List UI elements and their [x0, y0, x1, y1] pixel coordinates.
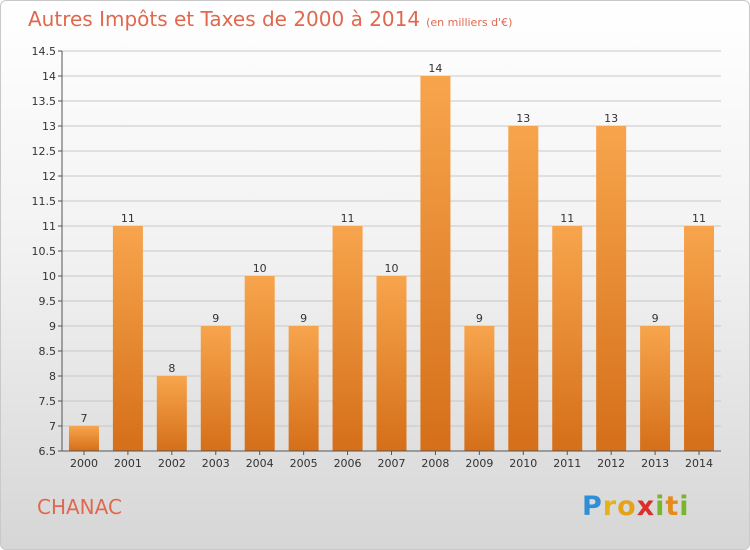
bar: [508, 126, 539, 451]
y-tick-label: 7.5: [39, 395, 57, 408]
y-tick-label: 14: [42, 70, 56, 83]
value-label: 7: [80, 412, 87, 425]
x-tick-label: 2004: [246, 457, 274, 470]
bar: [112, 226, 143, 451]
y-tick-label: 7: [49, 420, 56, 433]
value-label: 11: [692, 212, 706, 225]
x-tick-label: 2002: [158, 457, 186, 470]
logo-letter: x: [636, 491, 656, 522]
commune-name: CHANAC: [37, 495, 122, 519]
logo-letter: i: [655, 491, 666, 522]
logo-letter: P: [582, 491, 603, 522]
logo-letter: r: [602, 491, 618, 522]
y-tick-label: 9: [49, 320, 56, 333]
bars: 7 11 8 9 10 9 11 10 14 9 13 11 13 9 11: [68, 62, 715, 451]
x-tick-label: 2011: [553, 457, 581, 470]
x-tick-label: 2001: [114, 457, 142, 470]
y-tick-label: 8.5: [39, 345, 57, 358]
y-tick-label: 11: [42, 220, 56, 233]
value-label: 11: [560, 212, 574, 225]
y-tick-label: 13.5: [32, 95, 57, 108]
value-label: 13: [604, 112, 618, 125]
bar: [640, 326, 671, 451]
x-tick-label: 2003: [202, 457, 230, 470]
chart-title: Autres Impôts et Taxes de 2000 à 2014: [28, 7, 421, 31]
bar: [244, 276, 275, 451]
y-tick-label: 13: [42, 120, 56, 133]
value-label: 14: [428, 62, 442, 75]
value-label: 8: [168, 362, 175, 375]
axes: 6.5 7 7.5 8 8.5 9 9.5 10 10.5 11 11.5 12 12.5 13 13.5 1…: [32, 45, 721, 470]
y-tick-label: 10.5: [32, 245, 57, 258]
y-tick-label: 12.5: [32, 145, 57, 158]
x-tick-label: 2005: [290, 457, 318, 470]
value-label: 11: [341, 212, 355, 225]
chart-subtitle: (en milliers d'€): [426, 16, 513, 29]
y-tick-label: 8: [49, 370, 56, 383]
bar: [596, 126, 627, 451]
value-label: 9: [212, 312, 219, 325]
bar: [332, 226, 363, 451]
y-tick-label: 9.5: [39, 295, 57, 308]
value-label: 10: [253, 262, 267, 275]
proxiti-logo: Proxiti: [582, 491, 690, 522]
value-label: 9: [300, 312, 307, 325]
x-tick-label: 2014: [685, 457, 713, 470]
x-tick-label: 2006: [334, 457, 362, 470]
bar: [552, 226, 583, 451]
x-tick-label: 2010: [509, 457, 537, 470]
x-tick-label: 2008: [421, 457, 449, 470]
y-tick-label: 12: [42, 170, 56, 183]
x-tick-label: 2009: [465, 457, 493, 470]
value-label: 9: [652, 312, 659, 325]
value-label: 11: [121, 212, 135, 225]
value-label: 13: [516, 112, 530, 125]
bar: [684, 226, 715, 451]
y-tick-label: 14.5: [32, 45, 57, 58]
bar: [420, 76, 451, 451]
bar: [68, 426, 99, 451]
chart-title-block: Autres Impôts et Taxes de 2000 à 2014 (en…: [28, 7, 512, 31]
bar: [156, 376, 187, 451]
bar: [464, 326, 495, 451]
value-label: 9: [476, 312, 483, 325]
x-tick-label: 2013: [641, 457, 669, 470]
logo-letter: i: [679, 491, 690, 522]
logo-letter: t: [665, 491, 680, 522]
bar: [200, 326, 231, 451]
y-tick-label: 10: [42, 270, 56, 283]
bar: [288, 326, 319, 451]
x-tick-label: 2000: [70, 457, 98, 470]
x-tick-label: 2007: [378, 457, 406, 470]
y-tick-label: 6.5: [39, 445, 57, 458]
x-tick-label: 2012: [597, 457, 625, 470]
y-tick-label: 11.5: [32, 195, 57, 208]
bar: [376, 276, 407, 451]
logo-letter: o: [617, 491, 637, 522]
value-label: 10: [385, 262, 399, 275]
